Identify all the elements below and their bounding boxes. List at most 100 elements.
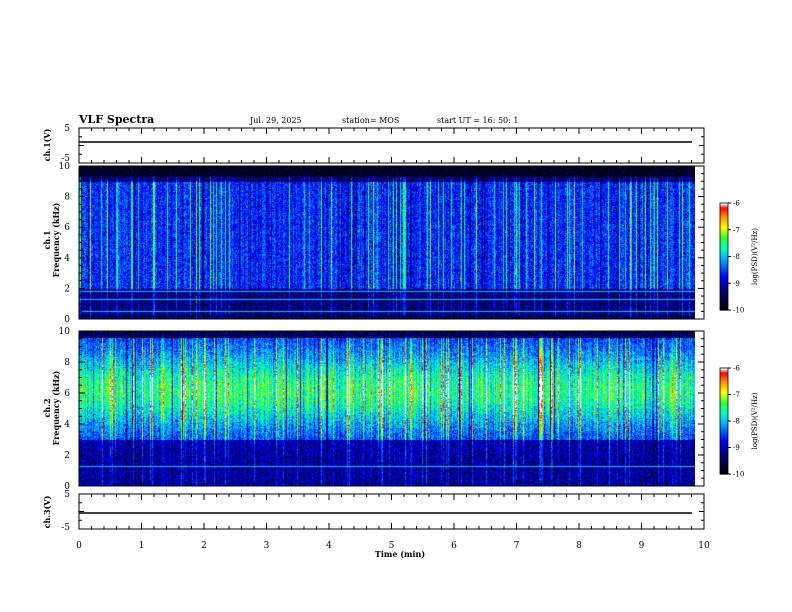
colorbar-segment [720,274,728,277]
colorbar-segment [720,204,728,208]
colorbar-tick-label: -8 [733,253,740,261]
colorbar-segment [720,458,728,461]
colorbar-segment [720,435,728,438]
colorbar-segment [720,292,728,295]
station-label: station= MOS [342,116,399,125]
colorbar-segment [720,247,728,250]
colorbar-segment [720,456,728,459]
colorbar-segment [720,378,728,381]
colorbar-segment [720,445,728,449]
colorbar-tick-label: -6 [733,200,740,208]
ch1-colorbar: -6 -7 -8 -9 -10 log(PSD)(V²/Hz) [719,200,759,315]
freq-tick-label: 0 [64,315,70,325]
colorbar-segment [720,422,728,426]
colorbar-segment [720,235,728,238]
colorbar-segment [720,412,728,415]
colorbar-segment [720,268,728,272]
colorbar-segment [720,426,728,429]
colorbar-segment [720,454,728,457]
colorbar-segment [720,286,728,290]
colorbar-segment [720,466,728,470]
colorbar-segment [720,436,728,440]
ch2-spectrogram-ylabel-frequency: Frequency (kHz) [51,370,61,445]
colorbar-segment [720,288,728,291]
time-tick-label: 5 [389,541,395,551]
colorbar-segment [720,304,728,308]
colorbar-segment [720,233,728,236]
time-tick-label: 0 [76,541,82,551]
colorbar-segment [720,293,728,297]
time-tick-label: 1 [139,541,145,551]
colorbar-segment [720,390,728,394]
colorbar-segment [720,249,728,252]
figure-title: VLF Spectra [78,113,154,126]
ch3-ytick-minus5: -5 [61,523,70,533]
colorbar-segment [720,399,728,403]
freq-tick-label: 8 [64,358,70,368]
colorbar-segment [720,276,728,279]
time-tick-label: 9 [639,541,645,551]
colorbar-segment [720,263,728,267]
colorbar-segment [720,206,728,209]
time-tick-label: 3 [264,541,270,551]
colorbar-tick-label: -8 [733,418,740,426]
time-tick-label: 4 [326,541,332,551]
time-axis: 0 1 2 3 4 5 6 7 8 9 10 [76,127,710,551]
colorbar-segment [720,297,728,300]
ch3-waveform-ylabel: ch.3(V) [42,495,52,528]
colorbar-segment [720,463,728,466]
colorbar-segment [720,419,728,422]
colorbar-label: log(PSD)(V²/Hz) [751,392,759,449]
colorbar-segment [720,256,728,259]
colorbar-segment [720,447,728,450]
freq-tick-label: 6 [64,223,70,233]
colorbar-segment [720,252,728,256]
colorbar-tick-label: -9 [733,444,740,452]
colorbar-segment [720,389,728,392]
time-tick-label: 10 [698,541,710,551]
time-tick-label: 8 [576,541,582,551]
colorbar-segment [720,394,728,397]
colorbar-segment [720,382,728,385]
colorbar-segment [720,226,728,229]
colorbar-segment [720,383,728,387]
colorbar-segment [720,376,728,380]
colorbar-segment [720,472,728,475]
colorbar-segment [720,371,728,374]
colorbar-segment [720,302,728,306]
freq-tick-label: 2 [64,451,70,461]
colorbar-segment [720,406,728,410]
colorbar-segment [720,244,728,247]
ch2-colorbar: -6 -7 -8 -9 -10 log(PSD)(V²/Hz) [719,365,759,479]
colorbar-segment [720,401,728,404]
colorbar-segment [720,211,728,215]
colorbar-segment [720,217,728,220]
colorbar-segment [720,220,728,224]
colorbar-segment [720,452,728,456]
freq-tick-label: 10 [59,162,71,172]
freq-tick-label: 4 [64,420,70,430]
colorbar-segment [720,283,728,286]
colorbar-tick-label: -7 [733,391,740,399]
freq-tick-label: 10 [59,327,71,337]
colorbar-segment [720,421,728,424]
colorbar-segment [720,258,728,261]
colorbar-segment [720,375,728,378]
colorbar-segment [720,440,728,443]
ch1-waveform-ylabel: ch.1(V) [42,128,52,161]
colorbar-segment [720,465,728,468]
ch2-spectrogram-ylabel-channel: ch.2 [42,398,52,417]
colorbar-segment [720,392,728,396]
ch2-spectrogram-panel: 0 2 4 6 8 10 ch.2 Frequency (kHz) [42,327,705,492]
colorbar-label: log(PSD)(V²/Hz) [751,228,759,285]
colorbar-segment [720,229,728,233]
colorbar-segment [720,245,728,249]
colorbar-segment [720,449,728,452]
colorbar-segment [720,267,728,270]
ch3-ytick-5: 5 [64,490,70,500]
colorbar-tick-label: -9 [733,280,740,288]
start-time-label: start UT = 16: 50: 1 [437,116,518,125]
colorbar-segment [720,468,728,472]
colorbar-segment [720,227,728,231]
colorbar-segment [720,428,728,431]
